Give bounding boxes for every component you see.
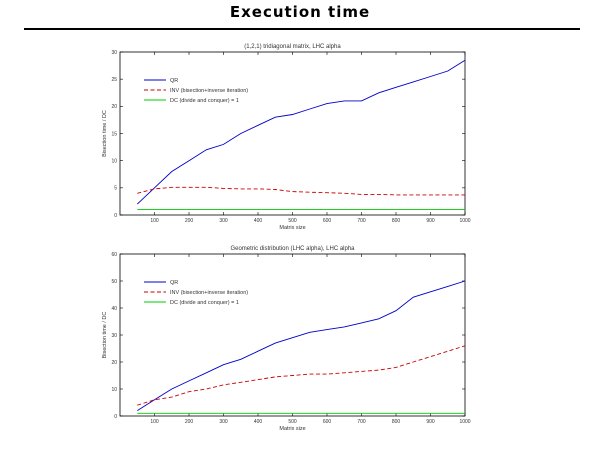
x-tick-label: 800 bbox=[392, 419, 401, 425]
legend-label: QR bbox=[170, 280, 178, 286]
x-tick-label: 200 bbox=[185, 419, 194, 425]
y-axis-label: Bisection time / DC bbox=[102, 312, 108, 359]
y-tick-label: 60 bbox=[111, 252, 117, 258]
x-tick-label: 500 bbox=[288, 218, 297, 224]
legend-label: QR bbox=[170, 78, 178, 84]
x-tick-label: 300 bbox=[219, 419, 228, 425]
y-tick-label: 10 bbox=[111, 387, 117, 393]
series-line-1 bbox=[137, 280, 466, 411]
legend-label: DC (divide and conquer) = 1 bbox=[170, 300, 239, 306]
x-tick-label: 300 bbox=[219, 218, 228, 224]
x-tick-label: 700 bbox=[357, 218, 366, 224]
x-tick-label: 700 bbox=[357, 419, 366, 425]
y-tick-label: 0 bbox=[114, 414, 117, 420]
y-tick-label: 15 bbox=[111, 131, 117, 137]
legend-label: DC (divide and conquer) = 1 bbox=[170, 98, 239, 104]
plot-frame bbox=[119, 253, 466, 417]
x-tick-label: 1000 bbox=[459, 419, 470, 425]
y-tick-label: 10 bbox=[111, 158, 117, 164]
y-tick-label: 0 bbox=[114, 213, 117, 219]
x-tick-label: 600 bbox=[323, 419, 332, 425]
y-tick-label: 5 bbox=[114, 186, 117, 192]
y-tick-label: 50 bbox=[111, 279, 117, 285]
x-axis-label: Matrix size bbox=[279, 426, 305, 432]
y-axis-label: Bisection time / DC bbox=[102, 110, 108, 157]
x-tick-label: 200 bbox=[185, 218, 194, 224]
x-tick-label: 1000 bbox=[459, 218, 470, 224]
chart-title: Geometric distribution (LHC alpha), LHC … bbox=[230, 246, 355, 252]
chart-1: (1,2,1) tridiagonal matrix, LHC alpha100… bbox=[102, 44, 471, 231]
x-tick-label: 900 bbox=[426, 218, 435, 224]
chart-title: (1,2,1) tridiagonal matrix, LHC alpha bbox=[244, 44, 341, 50]
title-divider bbox=[24, 28, 580, 30]
x-tick-label: 100 bbox=[150, 218, 159, 224]
legend-label: INV (bisection+inverse iteration) bbox=[170, 88, 248, 94]
y-tick-label: 20 bbox=[111, 360, 117, 366]
y-tick-label: 20 bbox=[111, 104, 117, 110]
x-axis-label: Matrix size bbox=[279, 225, 305, 231]
x-tick-label: 400 bbox=[254, 218, 263, 224]
x-tick-label: 500 bbox=[288, 419, 297, 425]
y-tick-label: 30 bbox=[111, 333, 117, 339]
series-line-2 bbox=[137, 186, 465, 196]
y-tick-label: 30 bbox=[111, 50, 117, 56]
plot-frame bbox=[119, 51, 466, 216]
y-tick-label: 40 bbox=[111, 306, 117, 312]
x-tick-label: 800 bbox=[392, 218, 401, 224]
x-tick-label: 600 bbox=[323, 218, 332, 224]
x-tick-label: 100 bbox=[150, 419, 159, 425]
chart-2: Geometric distribution (LHC alpha), LHC … bbox=[102, 246, 471, 432]
legend-label: INV (bisection+inverse iteration) bbox=[170, 290, 248, 296]
series-line-1 bbox=[136, 59, 466, 205]
x-tick-label: 900 bbox=[426, 419, 435, 425]
slide-title: Execution time bbox=[229, 3, 371, 21]
y-tick-label: 25 bbox=[111, 77, 117, 83]
x-tick-label: 400 bbox=[254, 419, 263, 425]
